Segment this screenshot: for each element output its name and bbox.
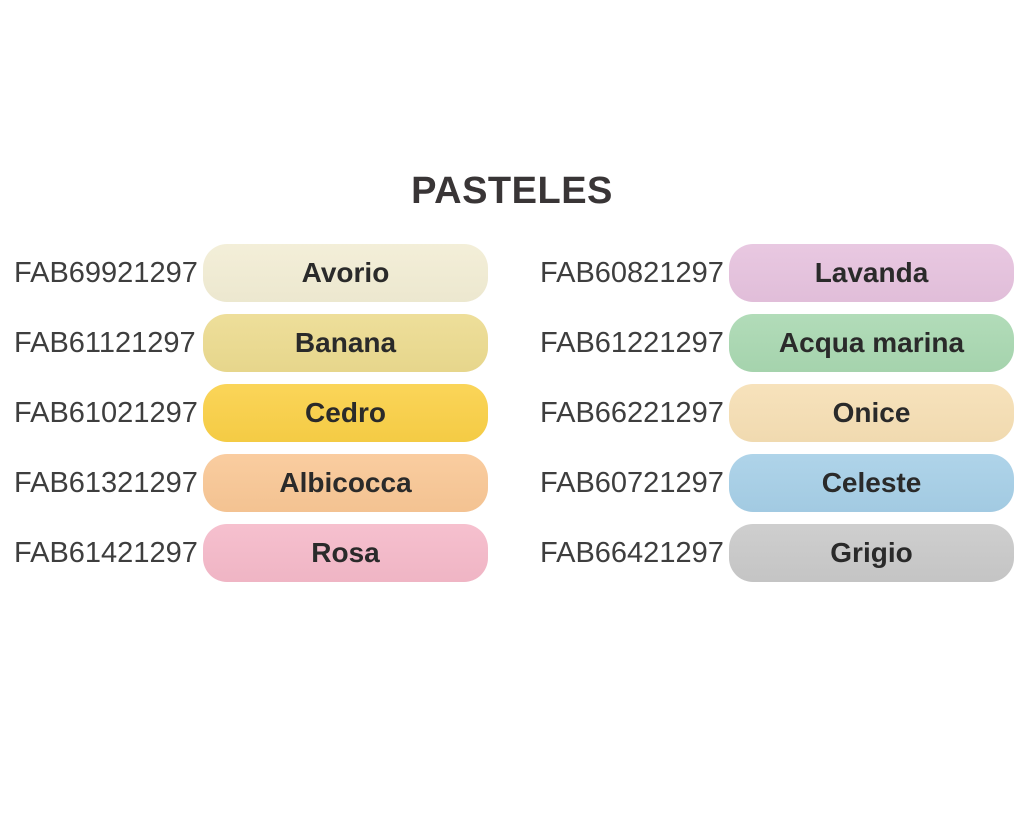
swatch-row: FAB69921297 Avorio <box>14 244 488 302</box>
color-name-label: Onice <box>832 397 911 428</box>
color-name-label: Celeste <box>821 467 922 498</box>
color-swatch: Albicocca <box>203 454 488 512</box>
product-code: FAB61021297 <box>14 396 198 429</box>
product-code: FAB60721297 <box>540 466 724 499</box>
color-swatch: Cedro <box>203 384 488 442</box>
color-name-label: Lavanda <box>814 257 929 288</box>
color-swatch: Onice <box>729 384 1014 442</box>
color-swatch: Acqua marina <box>729 314 1014 372</box>
page-title: PASTELES <box>411 170 613 212</box>
color-name-label: Cedro <box>305 397 386 428</box>
color-swatch: Rosa <box>203 524 488 582</box>
swatch-row: FAB61421297 Rosa <box>14 524 488 582</box>
swatch-row: FAB60821297 Lavanda <box>540 244 1014 302</box>
color-name-label: Banana <box>294 327 397 358</box>
color-swatch: Grigio <box>729 524 1014 582</box>
product-code: FAB66221297 <box>540 396 724 429</box>
color-name-label: Acqua marina <box>778 327 965 358</box>
product-code: FAB61221297 <box>540 326 724 359</box>
swatch-grid: FAB69921297 Avorio FAB61121297 Banana FA… <box>14 244 1014 582</box>
swatch-row: FAB66221297 Onice <box>540 384 1014 442</box>
color-name-label: Grigio <box>830 537 913 568</box>
color-swatch: Banana <box>203 314 488 372</box>
color-name-label: Albicocca <box>279 467 412 498</box>
color-swatch: Avorio <box>203 244 488 302</box>
color-name-label: Rosa <box>311 537 380 568</box>
swatch-column-right: FAB60821297 Lavanda FAB61221297 Acqua ma… <box>540 244 1014 582</box>
color-swatch: Lavanda <box>729 244 1014 302</box>
swatch-row: FAB61021297 Cedro <box>14 384 488 442</box>
color-swatch: Celeste <box>729 454 1014 512</box>
swatch-row: FAB61121297 Banana <box>14 314 488 372</box>
product-code: FAB66421297 <box>540 536 724 569</box>
product-code: FAB69921297 <box>14 256 198 289</box>
product-code: FAB61421297 <box>14 536 198 569</box>
product-code: FAB61121297 <box>14 326 196 359</box>
swatch-column-left: FAB69921297 Avorio FAB61121297 Banana FA… <box>14 244 488 582</box>
swatch-row: FAB61221297 Acqua marina <box>540 314 1014 372</box>
color-name-label: Avorio <box>301 257 390 288</box>
swatch-row: FAB66421297 Grigio <box>540 524 1014 582</box>
swatch-row: FAB60721297 Celeste <box>540 454 1014 512</box>
swatch-row: FAB61321297 Albicocca <box>14 454 488 512</box>
product-code: FAB60821297 <box>540 256 724 289</box>
product-code: FAB61321297 <box>14 466 198 499</box>
